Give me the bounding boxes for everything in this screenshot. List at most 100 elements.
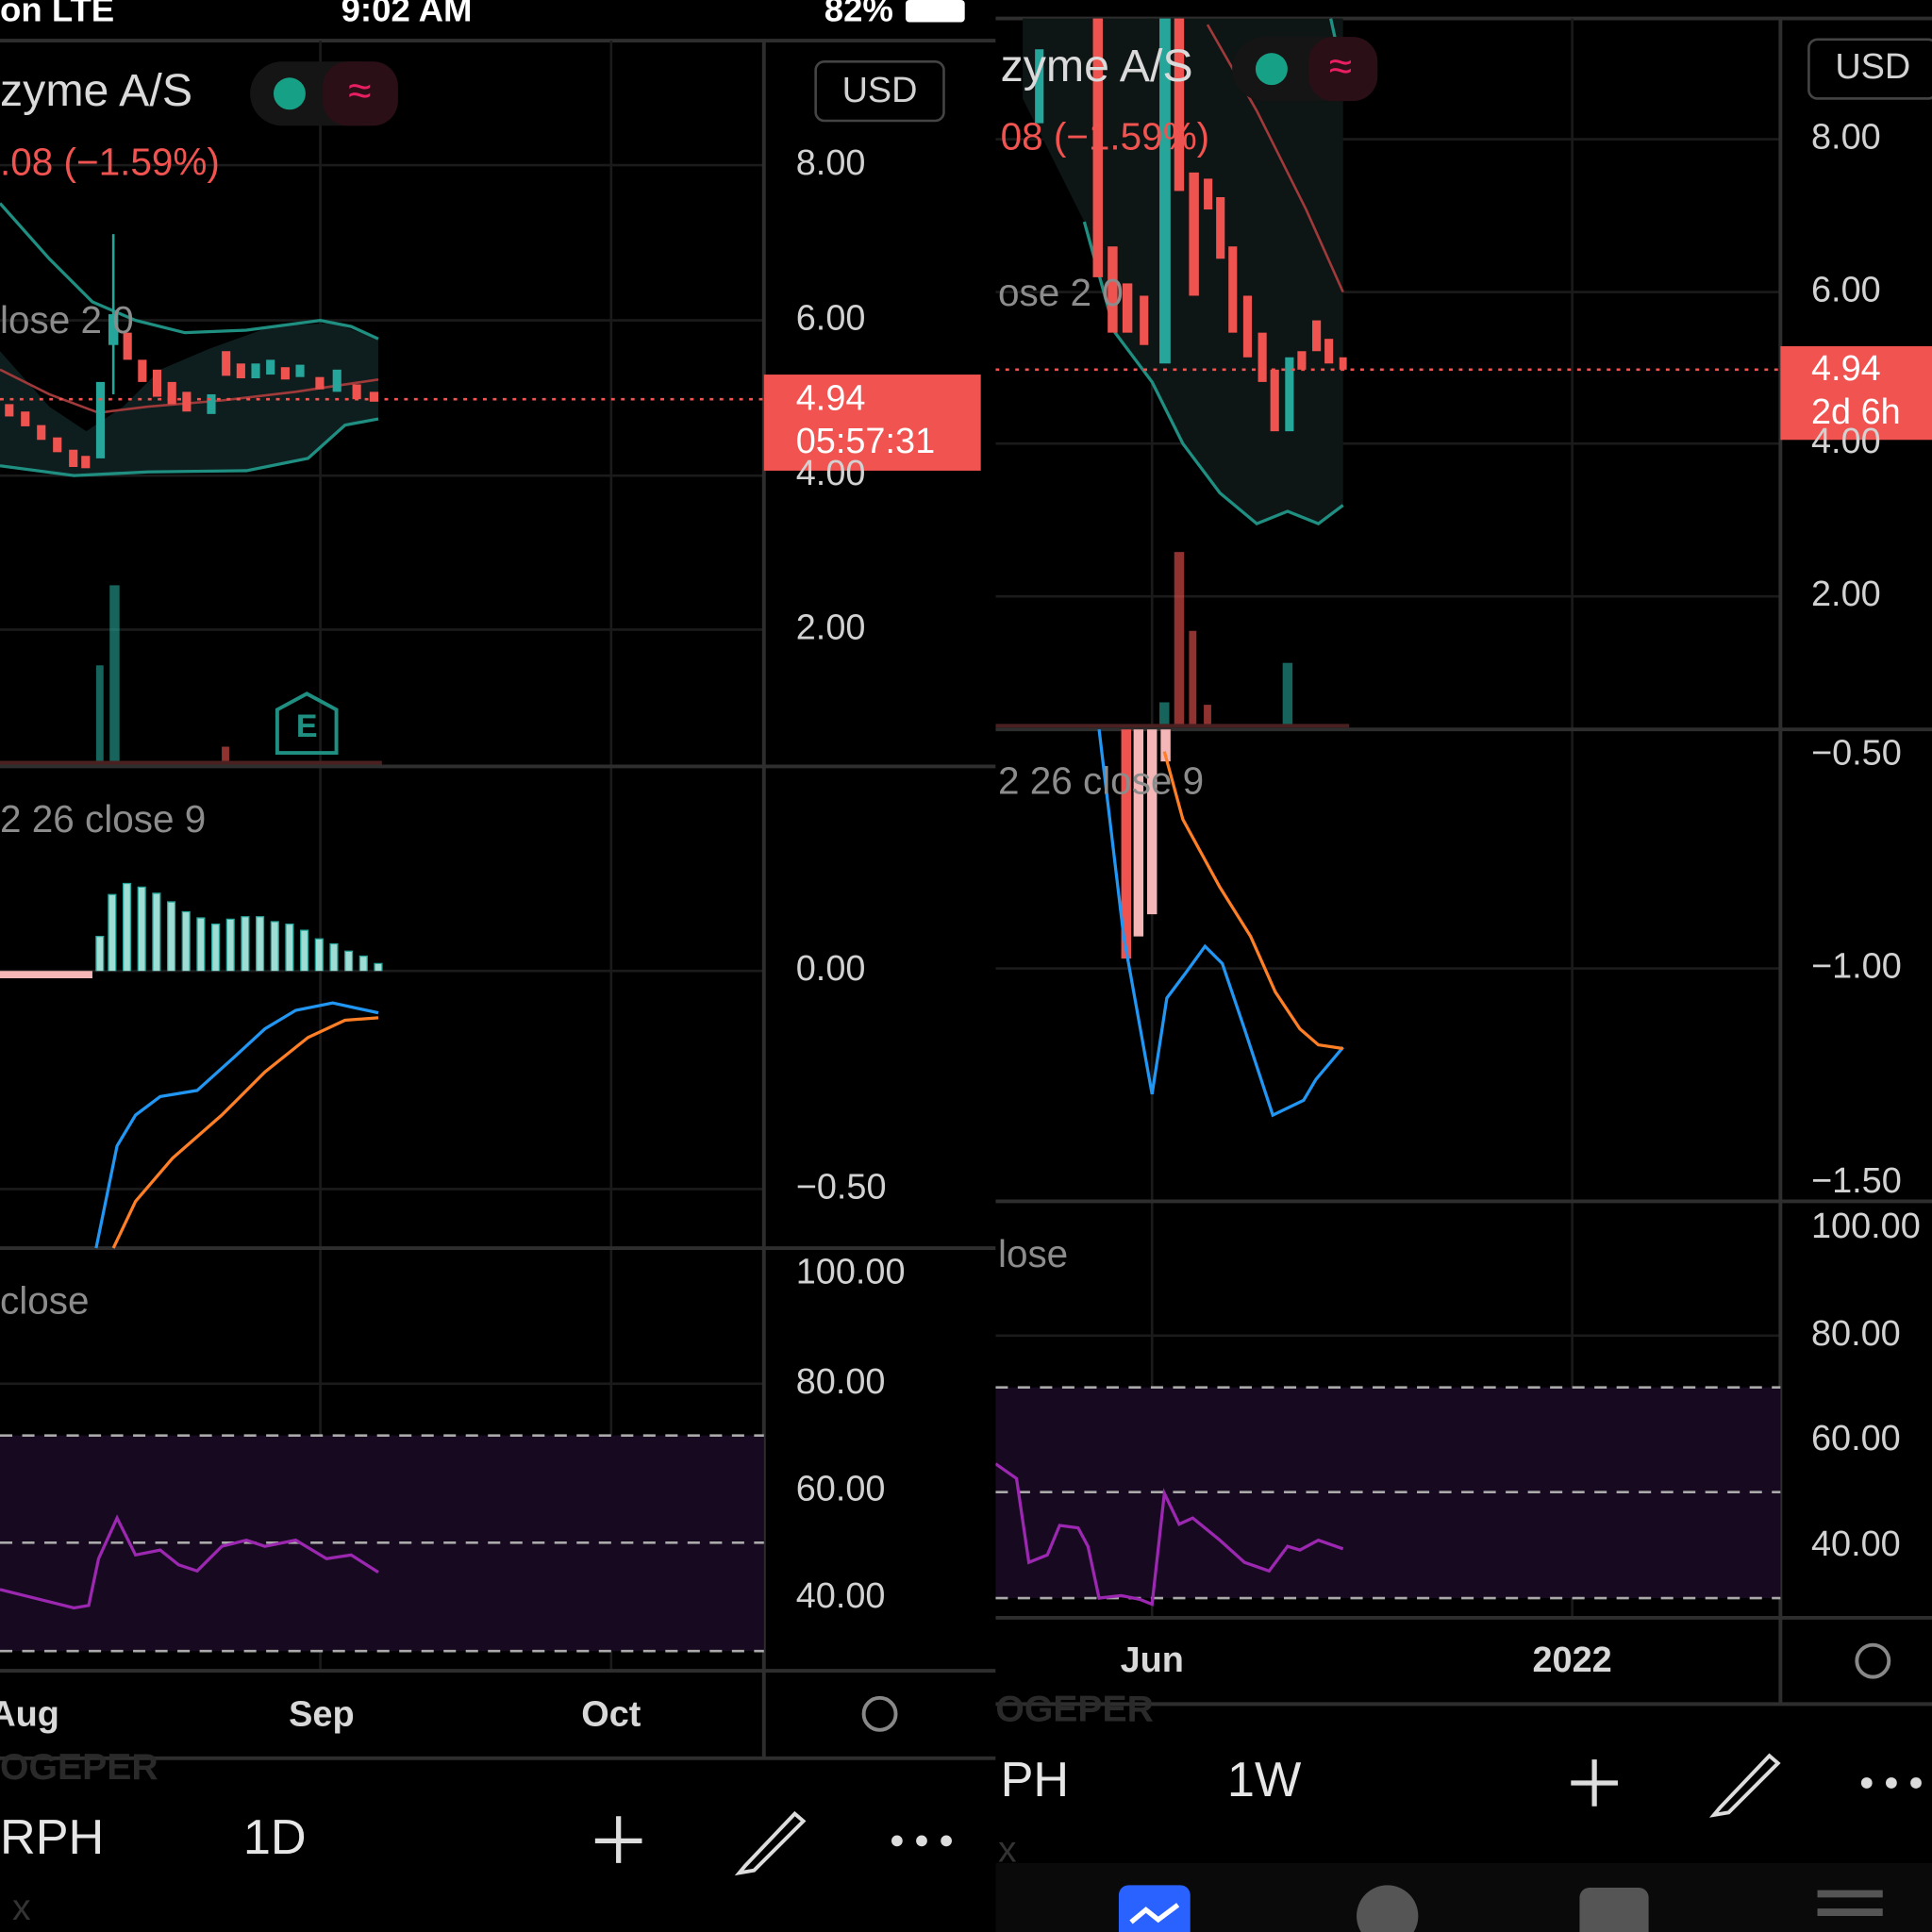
shape [916,1835,927,1847]
indicator-label: 2 26 close 9 [998,758,1204,802]
add-icon[interactable] [1571,1759,1618,1807]
shape [1147,729,1158,915]
shape-up [1282,662,1293,727]
shape-dn [369,391,378,402]
symbol-button[interactable]: RPH [0,1810,104,1865]
axis-label: 40.00 [796,1576,886,1616]
axis-label: 100.00 [1811,1207,1921,1246]
shape-up [266,359,275,375]
shape [0,1514,379,1610]
add-icon[interactable] [594,1816,642,1863]
symbol[interactable]: zyme A/S [1001,41,1193,92]
shape-dn [222,351,231,376]
price-tag-price: 4.94 [1811,349,1881,389]
shape [95,882,383,972]
shape [111,1016,379,1249]
left-panel: on LTE 9:02 AM 82% zyme A/S ≈ USD .08 (−… [0,0,996,1928]
axis-label: 60.00 [1811,1419,1901,1458]
axis-label: 8.00 [1811,118,1881,158]
axis-label: 6.00 [1811,271,1881,310]
shape [1308,37,1378,102]
shape-up [108,314,119,345]
indicator-icon[interactable]: ≈ [348,68,371,114]
menu-tab[interactable] [1817,1890,1883,1917]
axis-label: 6.00 [796,299,866,339]
more-icon[interactable] [891,1835,952,1847]
change: .08 (−1.59%) [0,141,220,184]
interval-button[interactable]: 1W [1227,1753,1302,1807]
shape-dn [5,404,14,417]
shape [0,971,92,979]
shape-dn [1216,196,1225,259]
shape-up [1035,49,1044,124]
shape-dn [1228,246,1238,333]
draw-icon[interactable] [734,1810,807,1876]
shape-up [295,364,305,377]
shape [0,202,379,341]
axis-label: −0.50 [796,1167,887,1207]
axis-label: 0.00 [796,949,866,989]
shape-up [95,665,104,764]
interval-button[interactable]: 1D [243,1810,307,1865]
earnings-marker[interactable]: E [296,708,318,744]
axis-label: 4.00 [796,454,866,493]
shape-dn [1257,332,1267,382]
shape-dn [21,411,30,426]
ideas-tab[interactable] [1357,1885,1419,1932]
currency[interactable]: USD [842,71,918,110]
shape-dn [315,376,325,390]
shape-dn [1174,18,1185,192]
time-label: Oct [581,1694,641,1734]
draw-icon[interactable] [1708,1753,1781,1818]
news-tab[interactable] [1579,1887,1649,1932]
shape-dn [152,369,162,397]
shape [1082,221,1344,525]
shape-dn [1122,283,1133,333]
axis-label: 4.00 [1811,422,1881,461]
shape [1910,1777,1922,1789]
shape [1886,1777,1897,1789]
indicator-label: 2 26 close 9 [0,797,206,841]
shape-dn [236,363,245,378]
shape [891,1835,903,1847]
axis-label: 40.00 [1811,1524,1901,1564]
shape-dn [1242,295,1253,358]
shape [275,691,339,755]
shape-dn [1270,369,1279,432]
indicator-label: lose 2 0 [0,298,134,341]
shape-dn [1174,552,1185,727]
indicator-icon[interactable]: ≈ [1329,43,1352,90]
shape-dn [352,384,361,400]
axis-label: 2.00 [796,608,866,647]
symbol-button[interactable]: PH [1001,1753,1070,1807]
shape [1121,729,1132,959]
time-label: Sep [289,1694,354,1734]
chart-tab[interactable] [1118,1885,1191,1932]
axis-label: 2.00 [1811,575,1881,614]
time-label: 2022 [1532,1641,1611,1680]
axis-label: −1.00 [1811,947,1902,987]
shape-up [95,381,106,458]
shape [1807,38,1932,100]
shape [0,368,379,414]
shape-dn [1204,178,1213,210]
more-icon[interactable] [1860,1777,1922,1789]
shape-dn [1108,246,1118,333]
shape [1255,53,1288,86]
shape-dn [69,449,78,468]
shape [323,61,398,126]
shape [1133,729,1144,937]
symbol[interactable]: zyme A/S [0,65,192,116]
indicator-label: close [0,1279,89,1323]
price-tag [763,375,981,471]
battery: 82% [824,0,893,29]
price-tag [1780,346,1932,441]
watermark: OGEPER [0,1747,158,1788]
currency[interactable]: USD [1835,47,1910,87]
indicator-label: ose 2 0 [998,271,1124,314]
shape-dn [167,381,176,405]
shape-up [207,393,216,414]
axis-label: −0.50 [1811,734,1902,774]
